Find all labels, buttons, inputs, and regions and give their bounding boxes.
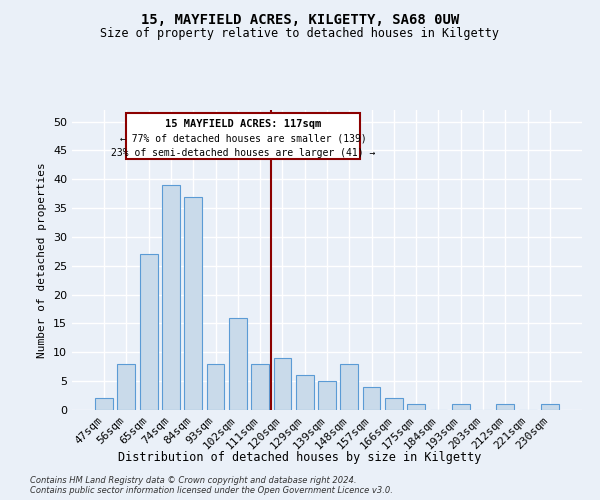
Bar bbox=[541, 404, 559, 410]
Bar bbox=[162, 185, 180, 410]
Y-axis label: Number of detached properties: Number of detached properties bbox=[37, 162, 47, 358]
Bar bbox=[496, 404, 514, 410]
Bar bbox=[184, 196, 202, 410]
Text: Contains public sector information licensed under the Open Government Licence v3: Contains public sector information licen… bbox=[30, 486, 393, 495]
Text: Contains HM Land Registry data © Crown copyright and database right 2024.: Contains HM Land Registry data © Crown c… bbox=[30, 476, 356, 485]
Bar bbox=[318, 381, 336, 410]
Bar bbox=[362, 387, 380, 410]
Text: ← 77% of detached houses are smaller (139): ← 77% of detached houses are smaller (13… bbox=[120, 133, 367, 143]
Bar bbox=[118, 364, 136, 410]
FancyBboxPatch shape bbox=[127, 113, 361, 159]
Text: 15, MAYFIELD ACRES, KILGETTY, SA68 0UW: 15, MAYFIELD ACRES, KILGETTY, SA68 0UW bbox=[141, 12, 459, 26]
Bar bbox=[340, 364, 358, 410]
Bar bbox=[407, 404, 425, 410]
Bar bbox=[206, 364, 224, 410]
Text: Distribution of detached houses by size in Kilgetty: Distribution of detached houses by size … bbox=[118, 451, 482, 464]
Bar bbox=[95, 398, 113, 410]
Bar bbox=[385, 398, 403, 410]
Bar bbox=[140, 254, 158, 410]
Bar bbox=[296, 376, 314, 410]
Text: Size of property relative to detached houses in Kilgetty: Size of property relative to detached ho… bbox=[101, 28, 499, 40]
Text: 15 MAYFIELD ACRES: 117sqm: 15 MAYFIELD ACRES: 117sqm bbox=[165, 118, 322, 128]
Bar bbox=[251, 364, 269, 410]
Bar bbox=[452, 404, 470, 410]
Text: 23% of semi-detached houses are larger (41) →: 23% of semi-detached houses are larger (… bbox=[111, 148, 376, 158]
Bar bbox=[229, 318, 247, 410]
Bar bbox=[274, 358, 292, 410]
